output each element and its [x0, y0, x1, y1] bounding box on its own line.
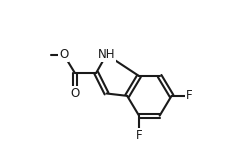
- Text: NH: NH: [98, 48, 115, 61]
- Text: F: F: [136, 129, 142, 142]
- Text: O: O: [59, 48, 68, 61]
- Text: F: F: [186, 89, 192, 102]
- Text: O: O: [70, 87, 79, 100]
